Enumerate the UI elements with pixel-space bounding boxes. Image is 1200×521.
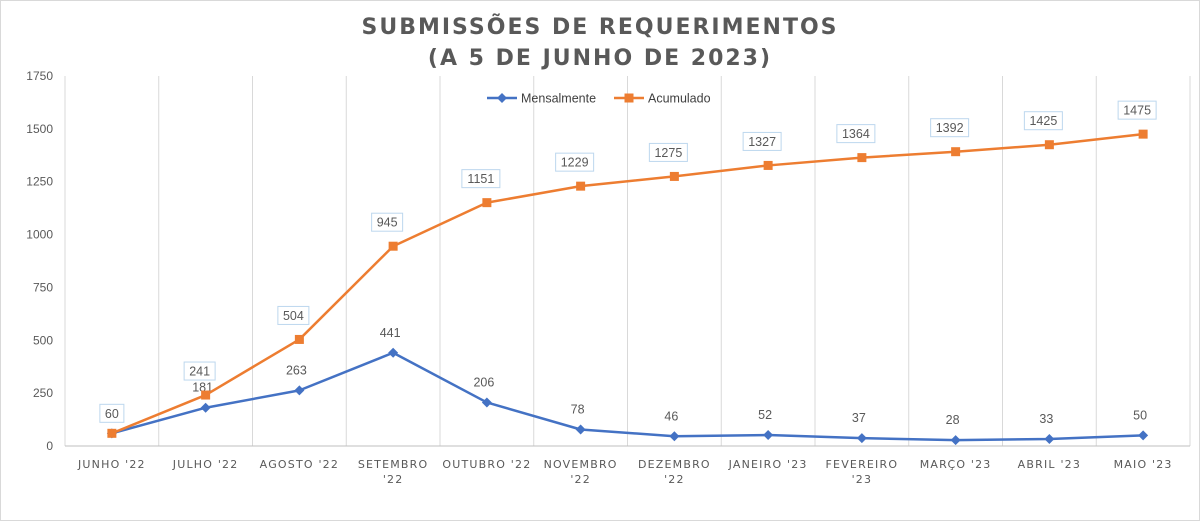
y-tick-label: 1000 <box>26 228 53 242</box>
data-point-diamond <box>388 347 399 358</box>
data-label-box <box>371 212 404 232</box>
y-tick-label: 1750 <box>26 69 53 83</box>
x-tick-label: AGOSTO '22 <box>260 458 339 471</box>
x-tick-label: '22 <box>664 473 685 486</box>
data-point-diamond <box>575 424 586 435</box>
y-tick-label: 0 <box>46 439 53 453</box>
data-label-box <box>648 142 688 162</box>
data-point-square <box>951 147 961 157</box>
data-point-diamond <box>294 385 305 396</box>
data-label: 78 <box>571 403 585 417</box>
data-label-box <box>277 305 310 325</box>
x-tick-label: '22 <box>383 473 404 486</box>
x-tick-label: ABRIL '23 <box>1018 458 1081 471</box>
data-point-diamond <box>481 397 492 408</box>
series-line-mensalmente <box>111 351 1144 442</box>
data-label: 50 <box>1133 408 1147 422</box>
x-tick-label: '22 <box>570 473 591 486</box>
data-label-box <box>1023 111 1063 131</box>
data-point-diamond <box>1044 434 1055 445</box>
data-label: 1229 <box>561 156 589 170</box>
x-tick-label: MAIO '23 <box>1114 458 1173 471</box>
y-tick-label: 1250 <box>26 175 53 189</box>
data-label: 52 <box>758 408 772 422</box>
data-point-diamond <box>950 435 961 446</box>
data-label: 441 <box>380 326 401 340</box>
data-point-square <box>1044 140 1054 150</box>
x-tick-label: NOVEMBRO <box>544 458 618 471</box>
chart-title: SUBMISSÕES DE REQUERIMENTOS (A 5 DE JUNH… <box>0 12 1200 74</box>
data-point-square <box>201 390 211 400</box>
x-tick-label: DEZEMBRO <box>638 458 711 471</box>
x-tick-label: JUNHO '22 <box>77 458 146 471</box>
x-tick-label: FEVEREIRO <box>826 458 899 471</box>
data-label: 1327 <box>748 135 776 149</box>
data-point-square <box>763 160 773 170</box>
data-point-square <box>482 198 492 208</box>
data-label: 28 <box>946 413 960 427</box>
data-label: 1425 <box>1029 114 1057 128</box>
chart-title-line-2: (A 5 DE JUNHO DE 2023) <box>427 46 773 71</box>
data-point-diamond <box>1138 430 1149 441</box>
chart-title-line-1: SUBMISSÕES DE REQUERIMENTOS <box>361 15 839 40</box>
data-label: 263 <box>286 363 307 377</box>
data-label: 37 <box>852 411 866 425</box>
data-label-box <box>461 169 501 189</box>
data-label: 33 <box>1039 412 1053 426</box>
legend-marker-square <box>624 93 634 103</box>
data-point-square <box>576 181 586 191</box>
data-label-box <box>742 131 782 151</box>
data-point-square <box>1138 129 1148 139</box>
data-label: 60 <box>105 407 119 421</box>
data-point-square <box>669 171 679 181</box>
data-point-diamond <box>669 431 680 442</box>
data-label: 1364 <box>842 127 870 141</box>
data-label: 1275 <box>654 146 682 160</box>
y-tick-label: 250 <box>33 386 53 400</box>
data-label-box <box>555 152 595 172</box>
y-tick-label: 750 <box>33 280 53 294</box>
data-label: 46 <box>664 409 678 423</box>
x-tick-label: JULHO '22 <box>172 458 239 471</box>
data-label: 206 <box>473 375 494 389</box>
data-point-diamond <box>763 430 774 441</box>
data-label: 1151 <box>467 172 494 186</box>
legend-label: Acumulado <box>648 92 711 106</box>
data-label-box <box>836 124 876 144</box>
data-label: 241 <box>189 365 210 379</box>
legend-marker-diamond <box>497 93 507 103</box>
data-label-box <box>99 403 125 423</box>
data-label: 945 <box>377 216 398 230</box>
data-point-square <box>857 153 867 163</box>
data-point-diamond <box>856 433 867 444</box>
legend-label: Mensalmente <box>521 92 596 106</box>
data-label: 504 <box>283 309 304 323</box>
data-point-square <box>107 428 117 438</box>
y-tick-label: 1500 <box>26 122 53 136</box>
data-label-box <box>1117 100 1157 120</box>
data-label-box <box>930 118 970 138</box>
x-tick-label: JANEIRO '23 <box>728 458 808 471</box>
x-tick-label: '23 <box>852 473 873 486</box>
x-tick-label: OUTUBRO '22 <box>442 458 531 471</box>
data-point-square <box>388 241 398 251</box>
data-point-square <box>294 334 304 344</box>
y-tick-label: 500 <box>33 333 53 347</box>
data-label: 1392 <box>936 121 964 135</box>
data-point-diamond <box>200 402 211 413</box>
x-tick-label: MARÇO '23 <box>920 458 992 471</box>
series-line-acumulado <box>111 132 1144 435</box>
data-label: 1475 <box>1123 104 1151 118</box>
data-label-box <box>183 361 216 381</box>
x-tick-label: SETEMBRO <box>358 458 429 471</box>
